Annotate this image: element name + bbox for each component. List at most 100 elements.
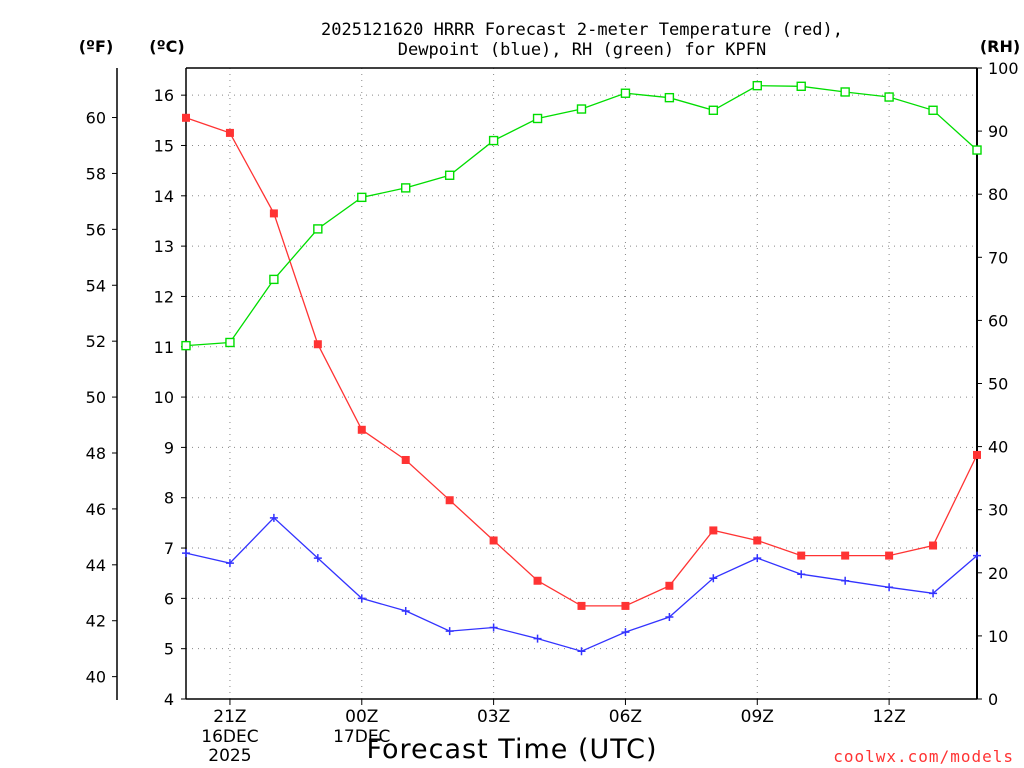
x-tick-label: 21Z xyxy=(213,707,246,727)
fahrenheit-tick-label: 60 xyxy=(86,109,106,128)
rh-tick-label: 10 xyxy=(988,627,1008,646)
rh-tick-label: 20 xyxy=(988,564,1008,583)
rh-data-point xyxy=(444,170,455,180)
rh-tick-label: 70 xyxy=(988,248,1008,267)
dewpoint-data-point xyxy=(269,513,278,522)
rh-data-point xyxy=(532,113,543,124)
temperature-data-point xyxy=(182,113,190,122)
fahrenheit-unit-label: (ºF) xyxy=(79,37,114,56)
fahrenheit-tick-label: 48 xyxy=(86,444,106,463)
fahrenheit-tick-label: 44 xyxy=(86,556,106,575)
rh-tick-label: 80 xyxy=(988,185,1008,204)
rh-data-point xyxy=(884,92,894,102)
chart-title-line-1: 2025121620 HRRR Forecast 2-meter Tempera… xyxy=(321,20,843,40)
celsius-tick-label: 6 xyxy=(164,589,174,608)
x-tick-date-label: 17DEC xyxy=(333,727,390,747)
dewpoint-data-point xyxy=(753,554,762,563)
dewpoint-data-point xyxy=(929,589,938,598)
x-tick-date-label: 16DEC xyxy=(201,727,258,747)
fahrenheit-tick-label: 54 xyxy=(86,276,106,295)
dewpoint-data-point xyxy=(885,583,894,592)
rh-tick-label: 90 xyxy=(988,122,1008,141)
fahrenheit-tick-label: 56 xyxy=(86,220,106,239)
rh-data-point xyxy=(576,104,587,114)
dewpoint-data-point xyxy=(182,549,190,558)
dewpoint-data-point xyxy=(621,628,630,637)
x-tick-label: 09Z xyxy=(741,707,774,727)
dewpoint-series-line xyxy=(185,516,978,652)
rh-data-point xyxy=(269,274,279,285)
celsius-tick-label: 9 xyxy=(164,438,174,457)
fahrenheit-tick-label: 52 xyxy=(86,332,106,351)
x-tick-label: 03Z xyxy=(477,707,510,727)
x-tick-label: 12Z xyxy=(872,707,905,727)
x-tick-year-label: 2025 xyxy=(208,746,251,766)
rh-data-point xyxy=(401,183,411,193)
rh-data-point xyxy=(708,105,719,115)
rh-tick-label: 40 xyxy=(988,438,1008,457)
dewpoint-data-point xyxy=(225,559,234,568)
rh-unit-label: (RH) xyxy=(980,37,1020,56)
x-axis-title: Forecast Time (UTC) xyxy=(366,734,657,765)
dewpoint-data-point xyxy=(709,574,718,583)
temperature-data-point xyxy=(621,601,630,610)
rh-data-point xyxy=(664,92,675,103)
rh-tick-label: 30 xyxy=(988,501,1008,520)
rh-data-point xyxy=(752,80,762,91)
rh-data-point xyxy=(181,340,191,351)
dewpoint-data-point xyxy=(841,576,850,585)
dewpoint-data-point xyxy=(797,570,806,579)
temperature-data-point xyxy=(269,209,278,218)
chart-title-line-2: Dewpoint (blue), RH (green) for KPFN xyxy=(398,40,766,60)
rh-data-point xyxy=(620,88,631,98)
celsius-tick-label: 8 xyxy=(164,489,174,508)
temperature-data-point xyxy=(665,581,674,590)
temperature-data-point xyxy=(489,536,498,545)
fahrenheit-tick-label: 40 xyxy=(86,668,106,687)
rh-tick-label: 50 xyxy=(988,375,1008,394)
data-series xyxy=(181,80,982,656)
temperature-data-point xyxy=(401,455,410,464)
celsius-tick-label: 7 xyxy=(164,539,174,558)
rh-data-point xyxy=(972,145,982,155)
temperature-data-point xyxy=(709,526,718,535)
dewpoint-data-point xyxy=(357,594,366,603)
celsius-unit-label: (ºC) xyxy=(149,37,184,56)
fahrenheit-tick-label: 46 xyxy=(86,500,106,519)
celsius-tick-label: 14 xyxy=(154,187,174,206)
temperature-series-line xyxy=(185,117,978,607)
temperature-data-point xyxy=(533,576,542,585)
rh-tick-label: 60 xyxy=(988,311,1008,330)
dewpoint-data-point xyxy=(313,554,322,563)
dewpoint-data-point xyxy=(973,551,981,560)
temperature-data-point xyxy=(841,551,850,560)
rh-tick-label: 0 xyxy=(988,690,998,709)
fahrenheit-tick-label: 50 xyxy=(86,388,106,407)
temperature-data-point xyxy=(929,541,938,550)
fahrenheit-tick-label: 42 xyxy=(86,612,106,631)
rh-tick-label: 100 xyxy=(988,59,1019,78)
dewpoint-data-point xyxy=(489,623,498,632)
rh-data-point xyxy=(488,135,499,146)
temperature-data-point xyxy=(753,536,762,545)
celsius-tick-label: 16 xyxy=(154,86,174,105)
celsius-tick-label: 11 xyxy=(154,338,174,357)
rh-data-point xyxy=(840,87,850,97)
dewpoint-data-point xyxy=(577,647,586,656)
celsius-tick-label: 10 xyxy=(154,388,174,407)
celsius-tick-label: 4 xyxy=(164,690,174,709)
dewpoint-data-point xyxy=(445,627,454,636)
fahrenheit-tick-label: 58 xyxy=(86,164,106,183)
celsius-tick-label: 15 xyxy=(154,136,174,155)
x-tick-label: 00Z xyxy=(345,707,378,727)
temperature-data-point xyxy=(885,551,894,560)
dewpoint-data-point xyxy=(401,606,410,615)
rh-data-point xyxy=(796,81,806,91)
x-tick-label: 06Z xyxy=(609,707,642,727)
celsius-tick-label: 12 xyxy=(154,287,174,306)
source-credit: coolwx.com/models xyxy=(833,747,1014,766)
temperature-data-point xyxy=(313,340,322,349)
rh-data-point xyxy=(357,192,367,203)
temperature-data-point xyxy=(225,128,234,137)
